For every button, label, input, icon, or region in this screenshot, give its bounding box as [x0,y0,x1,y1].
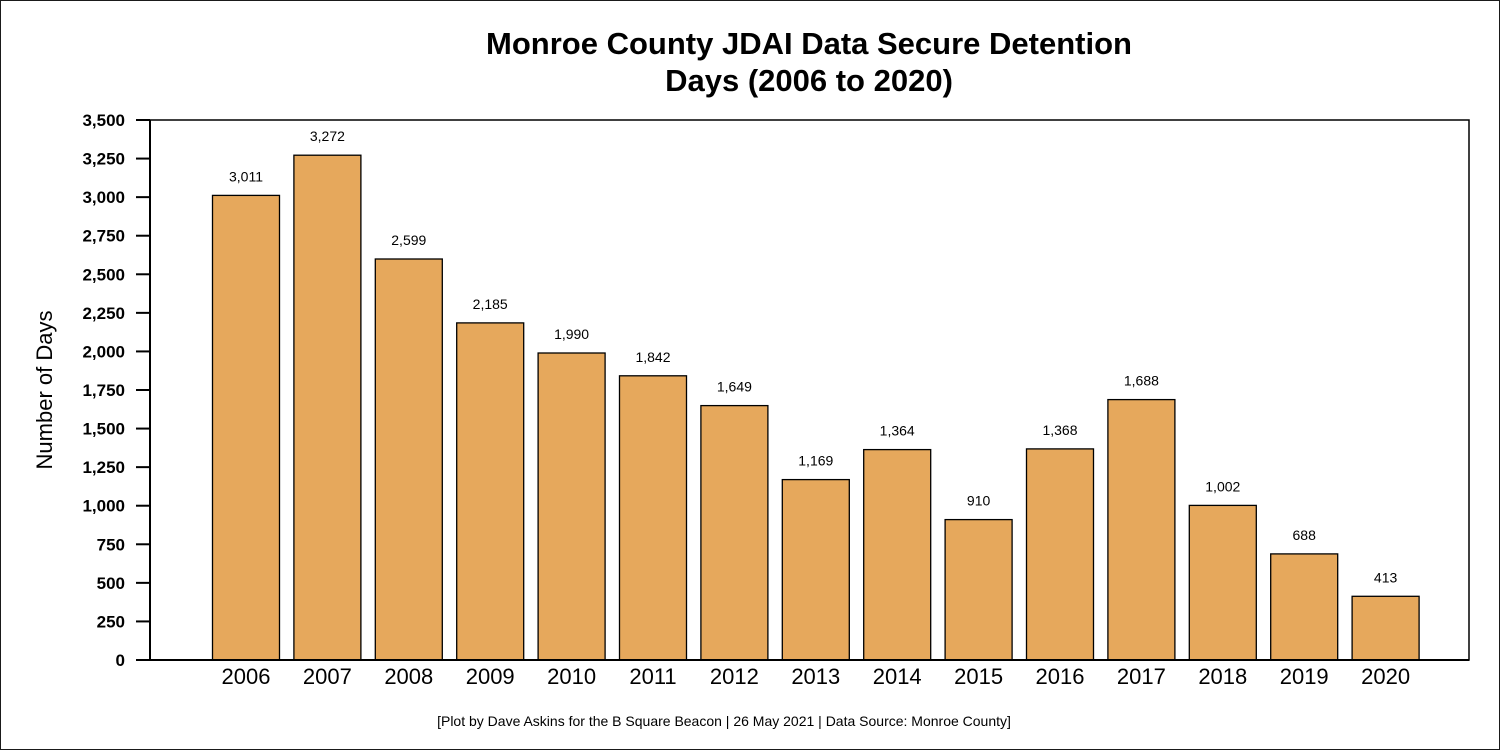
y-tick-label: 750 [97,535,125,554]
y-tick-label: 0 [116,651,125,670]
bar-value-label: 910 [967,493,991,509]
y-tick-label: 2,250 [82,304,125,323]
x-tick-label: 2017 [1117,664,1166,689]
x-axis: 2006 2007 2008 2009 2010 2011 2012 2013 2014 2015… [150,659,1469,689]
y-tick-label: 250 [97,612,125,631]
x-tick-label: 2013 [791,664,840,689]
y-tick-label: 2,500 [82,265,125,284]
bar [537,352,606,661]
bar [1270,553,1339,661]
x-tick-label: 2006 [222,664,271,689]
credit-line: [Plot by Dave Askins for the B Square Be… [437,713,1011,729]
bar [781,478,850,661]
bar [1188,504,1257,661]
bar-value-label: 3,272 [310,128,345,144]
bar [863,448,932,661]
bar [211,194,281,661]
x-tick-label: 2020 [1361,664,1410,689]
bars-group: 3,011 3,272 2,599 2,185 1,990 1,842 1,649 1,169… [211,128,1420,661]
bar-value-label: 1,688 [1124,373,1159,389]
x-tick-label: 2008 [384,664,433,689]
y-tick-label: 3,500 [82,111,125,130]
x-tick-label: 2010 [547,664,596,689]
y-tick-label: 2,750 [82,227,125,246]
y-tick-label: 1,500 [82,420,125,439]
x-tick-label: 2009 [466,664,515,689]
bar [374,258,443,661]
x-tick-label: 2011 [629,664,676,689]
bar [293,154,362,661]
bar-value-label: 413 [1374,569,1398,585]
chart-title-line-1: Monroe County JDAI Data Secure Detention [486,26,1132,61]
y-axis-label: Number of Days [32,311,57,470]
bar-value-label: 1,842 [635,349,670,365]
bar-value-label: 1,649 [717,379,752,395]
x-tick-label: 2014 [873,664,922,689]
x-tick-label: 2016 [1036,664,1085,689]
bar-value-label: 1,002 [1205,478,1240,494]
bar-value-label: 1,364 [880,423,915,439]
bar [1025,448,1095,661]
y-tick-label: 1,750 [82,381,125,400]
bar [1351,595,1420,661]
x-tick-label: 2015 [954,664,1003,689]
bar-value-label: 1,368 [1042,422,1077,438]
bar [456,322,525,661]
bar-value-label: 2,599 [391,232,426,248]
x-tick-label: 2007 [303,664,352,689]
chart-title-line-2: Days (2006 to 2020) [665,63,953,98]
y-tick-label: 500 [97,574,125,593]
y-tick-label: 2,000 [82,342,125,361]
bar-value-label: 2,185 [473,296,508,312]
x-tick-label: 2019 [1280,664,1329,689]
bar-value-label: 1,169 [798,453,833,469]
y-tick-label: 3,250 [82,150,125,169]
bar [700,404,769,661]
x-tick-label: 2018 [1198,664,1247,689]
y-axis: 0 250 500 750 1,000 1,250 1,500 1,750 2,000 2,250… [82,111,151,670]
y-tick-label: 1,000 [82,497,125,516]
bar [944,518,1013,661]
x-tick-label: 2012 [710,664,759,689]
bar-value-label: 688 [1293,527,1317,543]
y-tick-label: 1,250 [82,458,125,477]
y-tick-label: 3,000 [82,188,125,207]
bar-value-label: 3,011 [229,168,263,184]
bar [618,375,688,661]
bar [1107,398,1176,661]
bar-value-label: 1,990 [554,326,589,342]
